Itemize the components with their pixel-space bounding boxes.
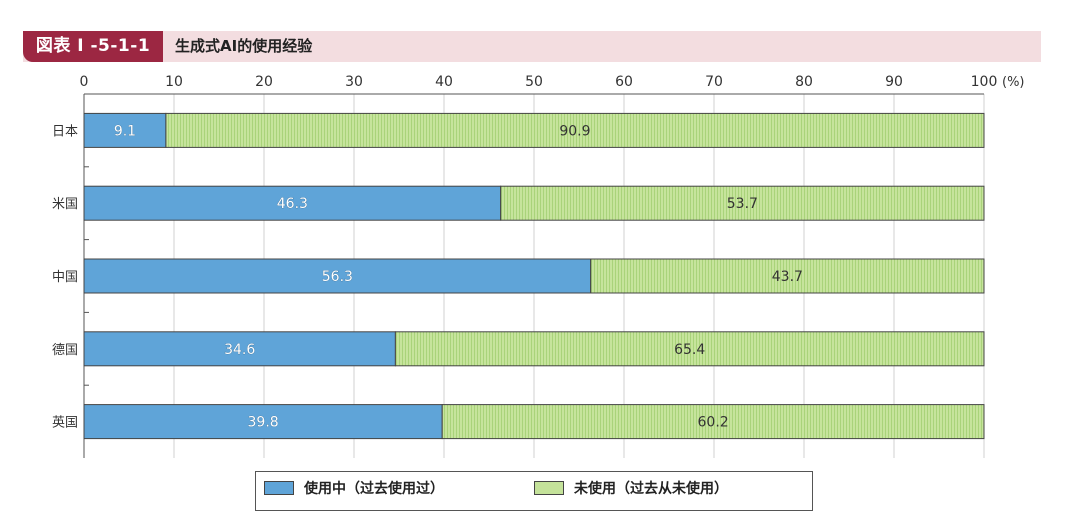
value-label-used-0: 9.1	[114, 123, 136, 139]
bar-used-4	[83, 404, 443, 440]
x-tick-label-30: 30	[345, 74, 363, 90]
value-label-used-1: 46.3	[277, 196, 308, 212]
legend-swatch-used	[264, 481, 294, 495]
x-axis-unit: (%)	[1002, 75, 1025, 90]
x-tick-label-10: 10	[165, 74, 183, 90]
legend-item-used: 使用中（过去使用过）	[264, 479, 444, 497]
bar-unused-1	[500, 185, 985, 221]
legend-swatch-unused	[534, 481, 564, 495]
category-label-4: 英国	[52, 416, 78, 431]
stacked-bar-chart: 0 10 20 30 40 50 60 70 80 90 100 (%) 日本 9.1 90.9 米国 46.…	[52, 74, 1025, 458]
legend-label-unused: 未使用（过去从未使用）	[574, 481, 728, 497]
bar-unused-3	[394, 331, 985, 367]
x-tick-label-60: 60	[615, 74, 633, 90]
bar-used-0	[83, 112, 167, 148]
figure-title: 生成式AI的使用经验	[175, 37, 313, 55]
value-label-unused-4: 60.2	[698, 415, 729, 431]
labels: 日本 9.1 90.9 米国 46.3 53.7 中国 56.3 43.7 德国 34.6 65.4 英…	[52, 123, 803, 431]
figure-tag: 図表 I -5-1-1	[23, 31, 163, 62]
legend-item-unused: 未使用（过去从未使用）	[534, 479, 728, 497]
legend-label-used: 使用中（过去使用过）	[304, 481, 444, 497]
x-tick-label-100: 100	[971, 74, 998, 90]
legend: 使用中（过去使用过） 未使用（过去从未使用）	[255, 471, 813, 511]
bar-used-2	[83, 258, 592, 294]
x-tick-label-40: 40	[435, 74, 453, 90]
bars	[83, 112, 985, 440]
category-label-1: 米国	[52, 197, 78, 212]
value-label-used-2: 56.3	[322, 269, 353, 285]
bar-unused-4	[441, 404, 985, 440]
category-label-3: 德国	[52, 343, 78, 358]
bar-unused-0	[165, 112, 985, 148]
x-tick-label-0: 0	[80, 74, 89, 90]
x-tick-label-80: 80	[795, 74, 813, 90]
figure-header: 図表 I -5-1-1 生成式AI的使用经验	[23, 31, 1041, 62]
x-tick-label-90: 90	[885, 74, 903, 90]
value-label-used-4: 39.8	[248, 415, 279, 431]
x-tick-label-50: 50	[525, 74, 543, 90]
value-label-unused-3: 65.4	[674, 342, 705, 358]
category-label-2: 中国	[52, 270, 78, 285]
value-label-unused-0: 90.9	[559, 123, 590, 139]
x-tick-label-70: 70	[705, 74, 723, 90]
category-label-0: 日本	[52, 124, 78, 139]
value-label-used-3: 34.6	[224, 342, 255, 358]
bar-used-1	[83, 185, 502, 221]
axes: 0 10 20 30 40 50 60 70 80 90 100 (%)	[80, 74, 1025, 458]
value-label-unused-2: 43.7	[772, 269, 803, 285]
x-tick-label-20: 20	[255, 74, 273, 90]
bar-unused-2	[590, 258, 985, 294]
value-label-unused-1: 53.7	[727, 196, 758, 212]
